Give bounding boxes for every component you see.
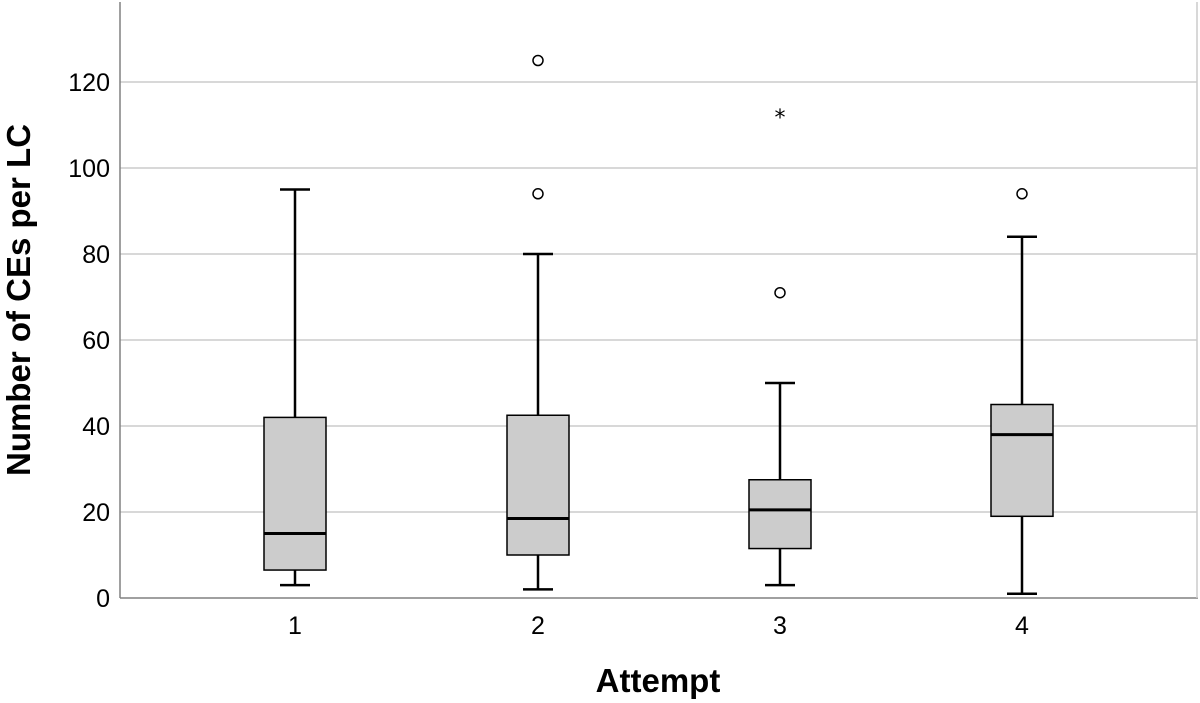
y-tick-label: 100 [68,155,110,183]
x-tick-label: 3 [773,612,787,640]
box-group: * [748,106,812,587]
box-series: * [263,54,1054,595]
axes [119,2,1198,599]
y-tick-label: 20 [82,499,110,527]
outlier-point [532,188,544,200]
x-axis-title: Attempt [596,662,721,699]
x-tick-labels: 1 2 3 4 [288,612,1029,640]
y-tick-label: 120 [68,69,110,97]
box-iqr [263,416,327,571]
outlier-point [1016,188,1028,200]
y-tick-label: 0 [96,585,110,613]
outlier-point [532,54,544,67]
box-iqr [990,403,1054,518]
y-tick-label: 60 [82,327,110,355]
outlier-point [774,286,786,299]
y-axis-title: Number of CEs per LC [0,124,37,476]
box-group [263,188,327,587]
y-tick-label: 80 [82,241,110,269]
extreme-point: * [775,106,786,131]
y-tick-label: 40 [82,413,110,441]
x-tick-label: 1 [288,612,302,640]
x-tick-label: 2 [531,612,545,640]
x-tick-label: 4 [1015,612,1029,640]
box-iqr [506,414,570,556]
y-tick-labels: 0 20 40 60 80 100 120 [68,69,110,613]
box-group [990,188,1054,595]
box-group [506,54,570,591]
box-iqr [748,479,812,550]
